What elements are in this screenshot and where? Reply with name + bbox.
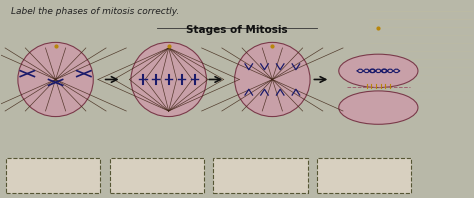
FancyBboxPatch shape bbox=[6, 158, 100, 193]
Ellipse shape bbox=[18, 42, 93, 117]
Ellipse shape bbox=[235, 42, 310, 117]
FancyBboxPatch shape bbox=[110, 158, 204, 193]
Text: Stages of Mitosis: Stages of Mitosis bbox=[186, 25, 288, 35]
FancyBboxPatch shape bbox=[213, 158, 308, 193]
Ellipse shape bbox=[339, 91, 418, 124]
Ellipse shape bbox=[131, 42, 206, 117]
FancyBboxPatch shape bbox=[317, 158, 411, 193]
Ellipse shape bbox=[339, 54, 418, 88]
Text: Label the phases of mitosis correctly.: Label the phases of mitosis correctly. bbox=[11, 7, 179, 16]
